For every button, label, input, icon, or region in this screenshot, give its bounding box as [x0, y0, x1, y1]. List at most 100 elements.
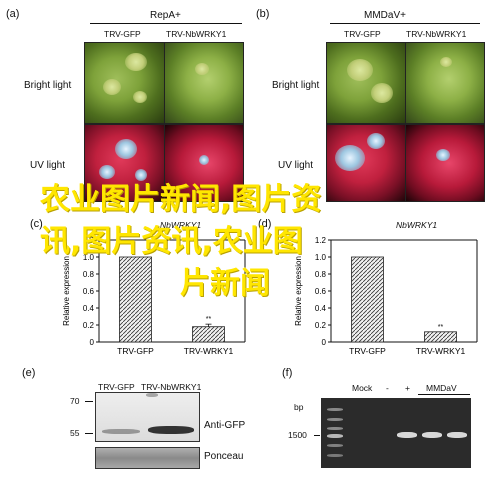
anti-gfp-blot — [95, 392, 200, 442]
watermark-line-2: 讯,图片资讯,农业图 — [40, 224, 303, 259]
ladder-band — [327, 427, 343, 430]
panel-d-title: NbWRKY1 — [396, 220, 438, 230]
gfp-fluorescence-spot — [99, 165, 115, 179]
panel-a-uv-gfp-photo — [84, 124, 165, 202]
ponceau-blot — [95, 447, 200, 469]
panel-f-label: (f) — [282, 367, 293, 379]
leaf-lesion — [371, 83, 393, 103]
x-tick-label: TRV-WRKY1 — [184, 346, 234, 356]
marker-70-tick — [85, 401, 93, 402]
panel-b-bright-wrky1-photo — [405, 42, 485, 124]
gfp-band-lane1 — [102, 429, 140, 434]
gfp-fluorescence-spot — [436, 149, 450, 161]
y-tick-label: 0.6 — [83, 287, 95, 296]
x-tick-label: TRV-WRKY1 — [416, 346, 466, 356]
y-tick-label: 0.8 — [315, 270, 327, 279]
y-tick-label: 1.2 — [315, 236, 327, 245]
bar — [119, 256, 152, 343]
bar — [424, 331, 457, 343]
panel-b-title-rule — [330, 23, 480, 24]
ladder-band — [327, 454, 343, 457]
panel-c-label: (c) — [30, 218, 43, 230]
gfp-fluorescence-spot — [135, 169, 147, 181]
gfp-fluorescence-spot — [199, 155, 209, 165]
panel-a-label: (a) — [6, 8, 20, 20]
bar — [192, 326, 225, 343]
panel-a-bright-gfp-photo — [84, 42, 165, 124]
marker-70: 70 — [70, 396, 80, 406]
lane-label-plus: + — [405, 383, 410, 393]
leaf-lesion — [125, 53, 147, 71]
panel-a-title: RepA+ — [150, 10, 181, 21]
gfp-band-lane2 — [148, 426, 194, 434]
y-tick-label: 0.2 — [83, 321, 95, 330]
panel-b-uv-gfp-photo — [326, 124, 406, 202]
agarose-gel — [321, 398, 471, 468]
panel-b-col2: TRV-NbWRKY1 — [406, 29, 467, 39]
significance-marker: ** — [206, 316, 212, 323]
panel-a-row2: UV light — [30, 160, 66, 171]
panel-a-title-rule — [90, 23, 242, 24]
pcr-band-mmdav-1 — [397, 432, 417, 438]
leaf-lesion — [440, 57, 452, 67]
marker-55-tick — [85, 433, 93, 434]
x-tick-label: TRV-GFP — [349, 346, 386, 356]
y-axis-label: Relative expression — [294, 256, 303, 326]
gfp-fluorescence-spot — [367, 133, 385, 149]
gfp-fluorescence-spot — [115, 139, 137, 159]
panel-a-col2: TRV-NbWRKY1 — [166, 29, 227, 39]
y-axis-label: Relative expression — [62, 256, 71, 326]
y-tick-label: 0 — [322, 338, 327, 347]
panel-b-bright-gfp-photo — [326, 42, 406, 124]
leaf-lesion — [195, 63, 209, 75]
panel-e-col1: TRV-GFP — [98, 382, 135, 392]
panel-b-label: (b) — [256, 8, 270, 20]
significance-marker: ** — [438, 324, 444, 331]
mmdav-rule — [418, 394, 470, 395]
y-tick-label: 0.2 — [315, 321, 327, 330]
gel-unit-bp: bp — [294, 402, 304, 412]
panel-e-col2: TRV-NbWRKY1 — [141, 382, 202, 392]
gel-marker-1500: 1500 — [288, 430, 307, 440]
gel-marker-tick — [314, 435, 320, 436]
panel-d-label: (d) — [258, 218, 272, 230]
panel-b-row2: UV light — [278, 160, 314, 171]
pcr-band-mmdav-2 — [422, 432, 442, 438]
panel-a-uv-wrky1-photo — [164, 124, 244, 202]
panel-e-row2: Ponceau — [204, 451, 244, 462]
ladder-band — [327, 408, 343, 411]
lane-label-minus: - — [386, 383, 389, 393]
marker-55: 55 — [70, 428, 80, 438]
watermark-line-3: 片新闻 — [180, 266, 270, 301]
gfp-fluorescence-spot — [335, 145, 365, 171]
panel-a-row1: Bright light — [24, 80, 72, 91]
panel-c-bar-chart: 0 0.2 0.4 0.6 0.8 1.0 1.2 Relative expression TR… — [62, 236, 246, 356]
y-tick-label: 1.0 — [83, 253, 95, 262]
panel-a-col1: TRV-GFP — [104, 29, 141, 39]
leaf-lesion — [133, 91, 147, 103]
y-tick-label: 1.2 — [83, 236, 95, 245]
y-tick-label: 0.8 — [83, 270, 95, 279]
ladder-band — [327, 418, 343, 421]
panel-e-label: (e) — [22, 367, 36, 379]
pcr-band-mmdav-3 — [447, 432, 467, 438]
panel-a-bright-wrky1-photo — [164, 42, 244, 124]
leaf-lesion — [103, 79, 121, 95]
panel-e-row1: Anti-GFP — [204, 420, 246, 431]
y-tick-label: 0.4 — [315, 304, 327, 313]
lane-label-mmdav: MMDaV — [426, 383, 457, 393]
panel-c-title: NbWRKY1 — [160, 220, 202, 230]
y-tick-label: 0.4 — [83, 304, 95, 313]
watermark-line-1: 农业图片新闻,图片资 — [40, 182, 322, 217]
leaf-lesion — [347, 59, 373, 81]
panel-b-row1: Bright light — [272, 80, 320, 91]
ladder-band — [327, 434, 343, 438]
y-tick-label: 1.0 — [315, 253, 327, 262]
x-tick-label: TRV-GFP — [117, 346, 154, 356]
y-tick-label: 0.6 — [315, 287, 327, 296]
gfp-band-upper — [146, 393, 158, 397]
panel-d-bar-chart: 0 0.2 0.4 0.6 0.8 1.0 1.2 Relative expression TR… — [294, 236, 478, 356]
ladder-band — [327, 444, 343, 447]
bar — [351, 256, 384, 343]
panel-b-uv-wrky1-photo — [405, 124, 485, 202]
